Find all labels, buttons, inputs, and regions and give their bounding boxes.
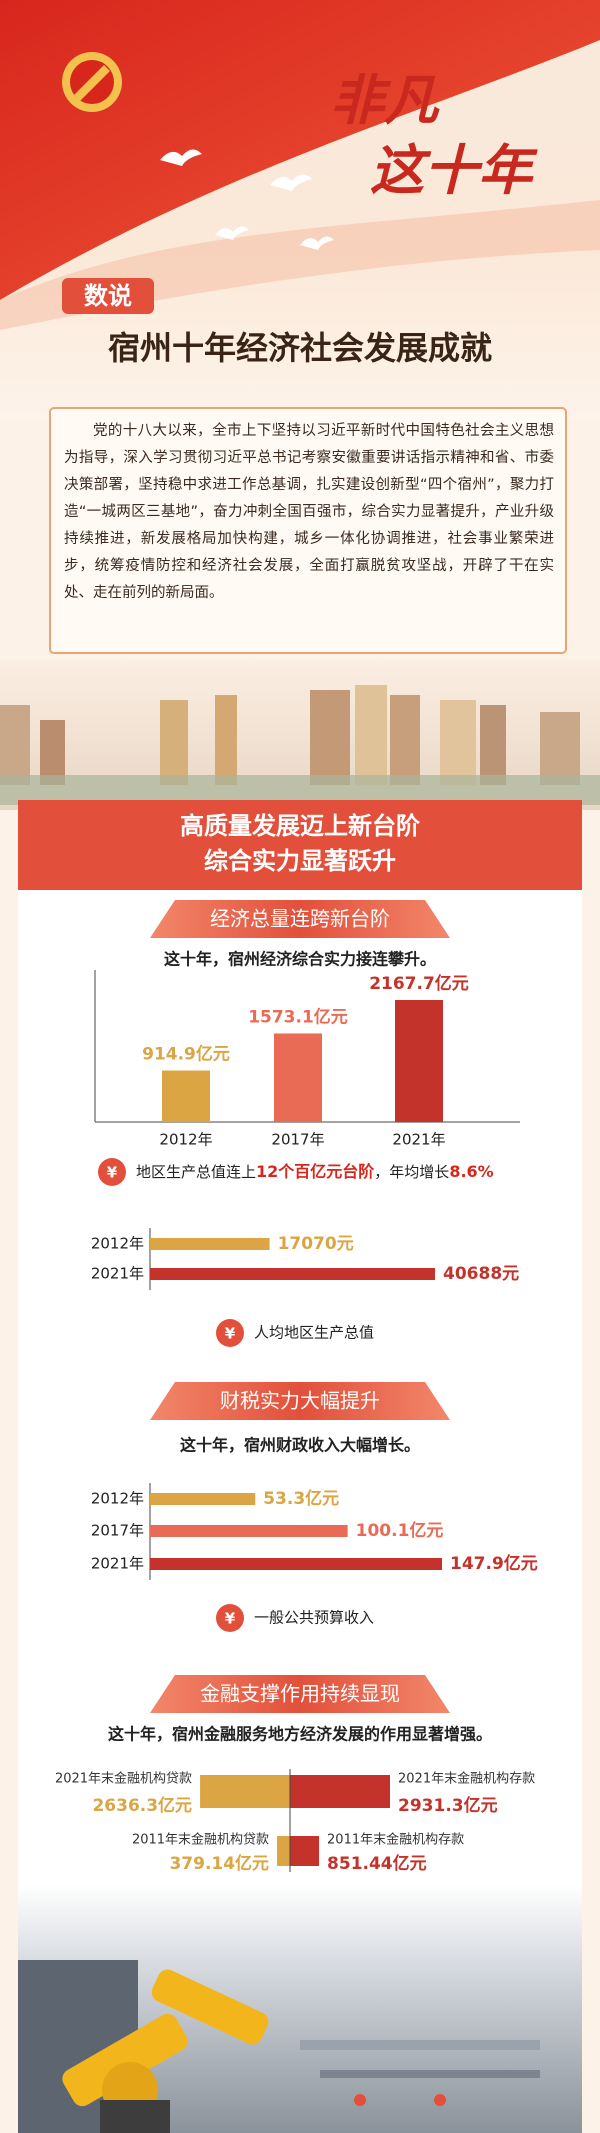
bar bbox=[150, 1268, 435, 1280]
icon bbox=[216, 1319, 244, 1347]
x-tick-label: 2021年 bbox=[392, 1131, 445, 1149]
section-title: 高质量发展迈上新台阶 bbox=[180, 812, 420, 840]
intro-frame: 党的十八大以来，全市上下坚持以习近平新时代中国特色社会主义思想为指导，深入学习贯… bbox=[64, 423, 554, 601]
value-label: 914.9亿元 bbox=[142, 1044, 230, 1065]
subsection-tab bbox=[150, 1382, 450, 1420]
icon-glyph: ¥ bbox=[225, 1610, 236, 1628]
bar-label: 2011年末金融机构贷款 bbox=[132, 1832, 269, 1848]
x-tick-label: 2017年 bbox=[271, 1131, 324, 1149]
header-title-line: 这十年 bbox=[370, 138, 538, 202]
bar bbox=[150, 1558, 442, 1570]
y-tick-label: 2017年 bbox=[91, 1522, 144, 1540]
y-tick-label: 2012年 bbox=[91, 1490, 144, 1508]
y-tick-label: 2012年 bbox=[91, 1235, 144, 1253]
bar bbox=[395, 1000, 443, 1122]
value-label: 379.14亿元 bbox=[169, 1853, 269, 1874]
value-label: 53.3亿元 bbox=[263, 1488, 339, 1509]
note-part: 地区生产总值连上 bbox=[136, 1163, 256, 1181]
lead-text: 这十年，宿州财政收入大幅增长。 bbox=[180, 1436, 420, 1455]
bar bbox=[277, 1836, 290, 1866]
icon bbox=[216, 1604, 244, 1632]
bar bbox=[150, 1238, 270, 1250]
page-title: 宿州十年经济社会发展成就 bbox=[108, 329, 492, 367]
bar-label: 2011年末金融机构存款 bbox=[327, 1832, 464, 1848]
intro-text: 党的十八大以来，全市上下坚持以习近平新时代中国特色社会主义思想为指导，深入学习贯… bbox=[64, 423, 554, 601]
factory-photo bbox=[18, 1885, 582, 2133]
icon-glyph: ¥ bbox=[107, 1164, 118, 1182]
section-banner bbox=[18, 800, 582, 890]
note-part: ，年均增长 bbox=[374, 1163, 449, 1181]
intro-box bbox=[49, 407, 567, 654]
bar bbox=[290, 1836, 320, 1866]
caption: 一般公共预算收入 bbox=[254, 1609, 374, 1627]
value-label: 147.9亿元 bbox=[450, 1553, 538, 1574]
y-tick-label: 2021年 bbox=[91, 1265, 144, 1283]
value-label: 2636.3亿元 bbox=[92, 1795, 192, 1816]
bar bbox=[162, 1070, 210, 1122]
lead-text: 这十年，宿州金融服务地方经济发展的作用显著增强。 bbox=[108, 1725, 492, 1744]
value-label: 1573.1亿元 bbox=[248, 1006, 348, 1027]
bar bbox=[290, 1775, 390, 1808]
subsection-tab bbox=[150, 900, 450, 938]
x-tick-label: 2012年 bbox=[159, 1131, 212, 1149]
subsection-title: 财税实力大幅提升 bbox=[220, 1389, 380, 1413]
subsection-title: 金融支撑作用持续显现 bbox=[200, 1682, 400, 1706]
value-label: 851.44亿元 bbox=[327, 1853, 427, 1874]
value-label: 2931.3亿元 bbox=[398, 1795, 498, 1816]
city-skyline bbox=[0, 660, 600, 810]
red-banner bbox=[0, 0, 600, 300]
party-emblem bbox=[62, 52, 122, 112]
note-part: 8.6% bbox=[449, 1162, 493, 1181]
note-part: 12个百亿元台阶 bbox=[256, 1162, 375, 1181]
icon-glyph: ¥ bbox=[225, 1325, 236, 1343]
bar bbox=[200, 1775, 290, 1808]
bar bbox=[150, 1493, 256, 1505]
value-label: 100.1亿元 bbox=[356, 1520, 444, 1541]
bar bbox=[274, 1033, 322, 1122]
subsection-title: 经济总量连跨新台阶 bbox=[210, 907, 390, 931]
icon bbox=[98, 1158, 126, 1186]
subsection-tab bbox=[150, 1675, 450, 1713]
y-tick-label: 2021年 bbox=[91, 1555, 144, 1573]
doves bbox=[160, 149, 334, 250]
bar bbox=[150, 1525, 348, 1537]
bar-label: 2021年末金融机构贷款 bbox=[55, 1771, 192, 1787]
section-title: 综合实力显著跃升 bbox=[204, 847, 396, 875]
bar-label: 2021年末金融机构存款 bbox=[398, 1771, 535, 1787]
note: 地区生产总值连上12个百亿元台阶，年均增长8.6% bbox=[136, 1162, 494, 1181]
badge bbox=[62, 278, 154, 314]
header-title-line: 非凡 bbox=[330, 68, 440, 132]
value-label: 17070元 bbox=[278, 1234, 354, 1254]
caption: 人均地区生产总值 bbox=[254, 1324, 374, 1342]
badge-text: 数说 bbox=[84, 282, 132, 310]
value-label: 2167.7亿元 bbox=[369, 973, 469, 994]
lead-text: 这十年，宿州经济综合实力接连攀升。 bbox=[164, 950, 436, 969]
value-label: 40688元 bbox=[443, 1264, 519, 1284]
